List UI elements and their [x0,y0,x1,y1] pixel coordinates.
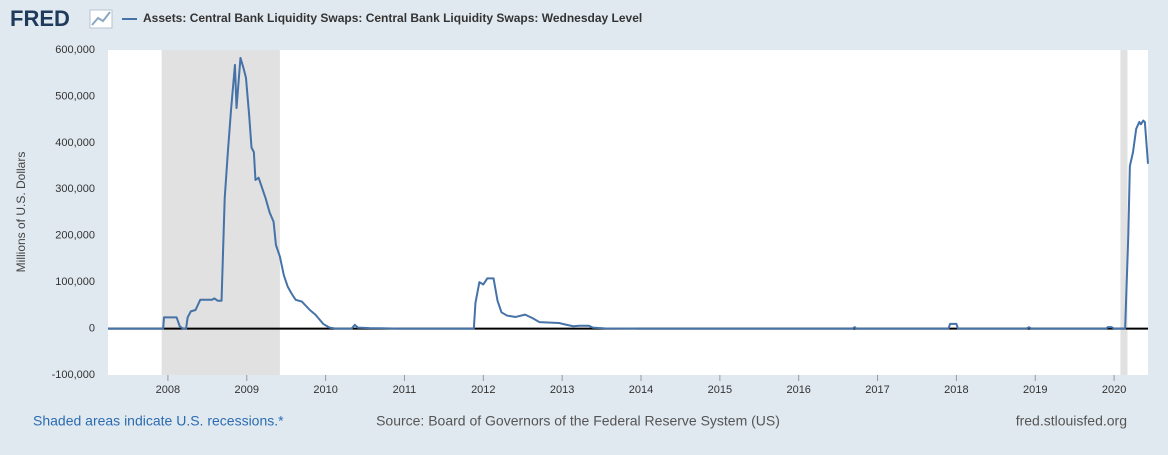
y-tick-label: 200,000 [55,230,95,242]
recession-note[interactable]: Shaded areas indicate U.S. recessions.* [33,413,284,429]
x-tick-label: 2019 [1023,384,1047,396]
series-line [108,56,1149,330]
x-tick-label: 2012 [471,384,495,396]
y-tick-label: 300,000 [55,183,95,195]
x-tick-label: 2018 [944,384,968,396]
y-tick-label: 0 [89,322,95,334]
x-tick-label: 2010 [313,384,337,396]
logo[interactable]: FRED [10,6,70,31]
plot-area [108,50,1148,375]
recession-band [1120,50,1128,375]
x-tick-label: 2011 [393,384,417,396]
y-tick-label: 600,000 [55,44,95,56]
x-tick-label: 2020 [1102,384,1126,396]
x-tick-label: 2017 [865,384,889,396]
legend-label: Assets: Central Bank Liquidity Swaps: Ce… [143,11,642,25]
x-tick-label: 2008 [156,384,180,396]
y-tick-label: 100,000 [55,276,95,288]
y-axis-label: Millions of U.S. Dollars [14,152,28,273]
plot [108,50,1149,375]
source: Source: Board of Governors of the Federa… [376,413,780,429]
x-tick-label: 2015 [708,384,732,396]
y-tick-label: -100,000 [52,369,95,381]
site[interactable]: fred.stlouisfed.org [1016,413,1127,429]
x-tick-label: 2009 [235,384,259,396]
x-tick-label: 2013 [550,384,574,396]
x-tick-label: 2014 [629,384,653,396]
logo-icon [89,9,113,29]
y-tick-label: 500,000 [55,90,95,102]
x-tick-label: 2016 [786,384,810,396]
y-tick-label: 400,000 [55,137,95,149]
recession-band [161,50,280,375]
